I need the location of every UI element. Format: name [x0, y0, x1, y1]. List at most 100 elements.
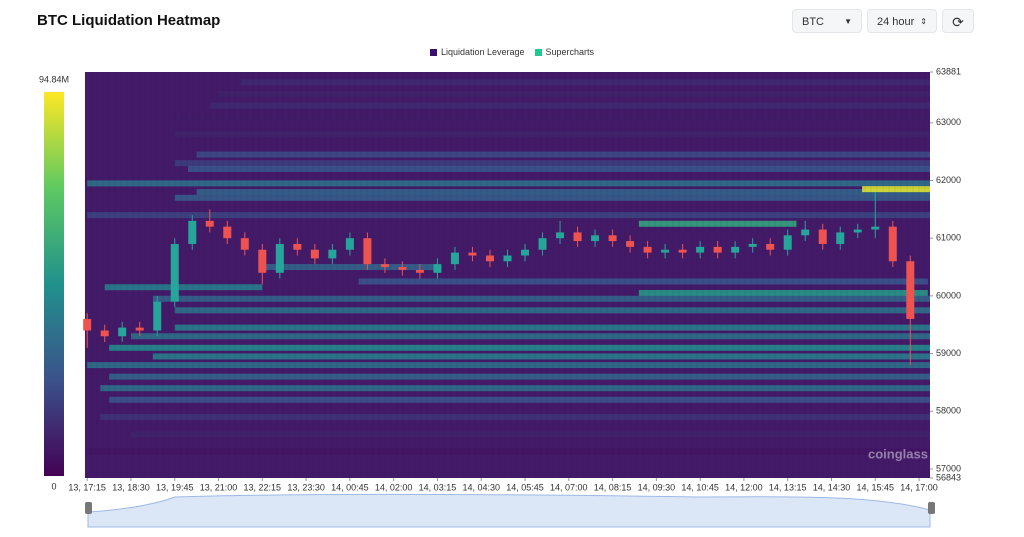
candle-body — [783, 235, 792, 250]
candle-body — [485, 255, 494, 262]
legend-swatch — [429, 49, 437, 56]
candle-body — [380, 264, 389, 268]
liquidation-band — [152, 295, 931, 302]
heatmap-layer — [84, 72, 931, 478]
liquidation-band — [130, 333, 930, 340]
candle-body — [853, 229, 862, 233]
candle-body — [415, 269, 424, 273]
candle-body — [713, 246, 722, 253]
liquidation-band — [240, 79, 930, 86]
x-tick-label: 14, 12:00 — [725, 482, 763, 492]
candle-body — [345, 238, 354, 250]
legend-label: Liquidation Leverage — [440, 47, 525, 57]
liquidation-band — [100, 385, 930, 392]
colorbar — [44, 92, 64, 476]
x-tick-label: 14, 02:00 — [375, 482, 413, 492]
candle-body — [258, 249, 267, 273]
x-tick-label: 14, 07:00 — [550, 482, 588, 492]
candle-body — [293, 243, 302, 250]
legend-item[interactable]: Supercharts — [534, 47, 595, 57]
y-tick-label: 63000 — [936, 117, 961, 127]
candle-body — [556, 232, 565, 239]
x-tick-label: 14, 04:30 — [462, 482, 500, 492]
candle-body — [153, 301, 162, 331]
candle-body — [818, 229, 827, 244]
candle-body — [591, 235, 600, 242]
range-select[interactable]: 24 hour ⇕ — [867, 9, 937, 33]
x-tick-label: 13, 21:00 — [200, 482, 238, 492]
candle-body — [135, 327, 144, 331]
liquidation-band — [109, 344, 930, 351]
liquidation-band — [87, 180, 931, 187]
liquidation-band — [152, 353, 931, 360]
candle-body — [643, 246, 652, 253]
liquidation-band — [109, 396, 930, 403]
candle-body — [538, 238, 547, 250]
x-tick-label: 13, 22:15 — [244, 482, 282, 492]
caret: ▼ — [844, 17, 852, 26]
candle-body — [573, 232, 582, 242]
x-tick-label: 14, 08:15 — [594, 482, 632, 492]
x-tick-label: 14, 05:45 — [506, 482, 544, 492]
candle-body — [503, 255, 512, 262]
x-tick-label: 14, 17:00 — [900, 482, 938, 492]
candle-body — [100, 330, 109, 337]
candle-body — [906, 261, 915, 319]
candle-body — [661, 249, 670, 253]
liquidation-band — [262, 264, 438, 271]
candle-body — [678, 249, 687, 253]
candle-body — [433, 264, 442, 273]
candle-body — [836, 232, 845, 244]
x-tick-label: 14, 14:30 — [813, 482, 851, 492]
candle-body — [626, 241, 635, 247]
candle-body — [188, 220, 197, 244]
liquidation-band — [87, 362, 931, 369]
y-tick-label: 60000 — [936, 290, 961, 300]
liquidation-band — [209, 102, 930, 109]
candle-body — [118, 327, 127, 337]
liquidation-band — [130, 431, 930, 438]
liquidation-band — [174, 131, 930, 138]
legend-item[interactable]: Liquidation Leverage — [429, 47, 525, 57]
x-tick-label: 13, 18:30 — [112, 482, 150, 492]
candle-body — [468, 252, 477, 256]
y-tick-label: 63881 — [936, 66, 961, 76]
liquidation-band — [196, 189, 930, 196]
candle-body — [328, 249, 337, 259]
refresh-button[interactable]: ⟳ — [942, 9, 974, 33]
title: BTC Liquidation Heatmap — [37, 12, 221, 29]
colorbar-min: 0 — [51, 481, 56, 491]
candle-body — [170, 243, 179, 302]
liquidation-band — [187, 165, 930, 172]
range-value: 24 hour — [877, 16, 915, 28]
legend-label: Supercharts — [545, 47, 595, 57]
candle-body — [766, 243, 775, 250]
candle-body — [398, 267, 407, 270]
symbol-select[interactable]: BTC ▼ — [792, 9, 862, 33]
x-tick-label: 13, 19:45 — [156, 482, 194, 492]
x-tick-label: 14, 15:45 — [856, 482, 894, 492]
x-tick-label: 14, 13:15 — [769, 482, 807, 492]
liquidation-band — [862, 186, 930, 193]
y-tick-label: 56843 — [936, 472, 961, 482]
candle-body — [521, 249, 530, 256]
candle-body — [363, 238, 372, 265]
candle-body — [240, 238, 249, 250]
candle-body — [696, 246, 705, 253]
nav-handle[interactable] — [85, 502, 92, 514]
liquidation-band — [100, 414, 930, 421]
liquidation-band — [218, 90, 931, 97]
candle-body — [871, 226, 880, 230]
liquidation-band — [104, 284, 263, 291]
x-tick-label: 13, 23:30 — [287, 482, 325, 492]
y-tick-label: 62000 — [936, 175, 961, 185]
colorbar-max: 94.84M — [39, 74, 69, 84]
liquidation-band — [358, 278, 928, 285]
liquidation-band — [87, 448, 931, 455]
nav-handle[interactable] — [928, 502, 935, 514]
y-tick-label: 57000 — [936, 463, 961, 473]
caret: ⇕ — [920, 17, 927, 26]
